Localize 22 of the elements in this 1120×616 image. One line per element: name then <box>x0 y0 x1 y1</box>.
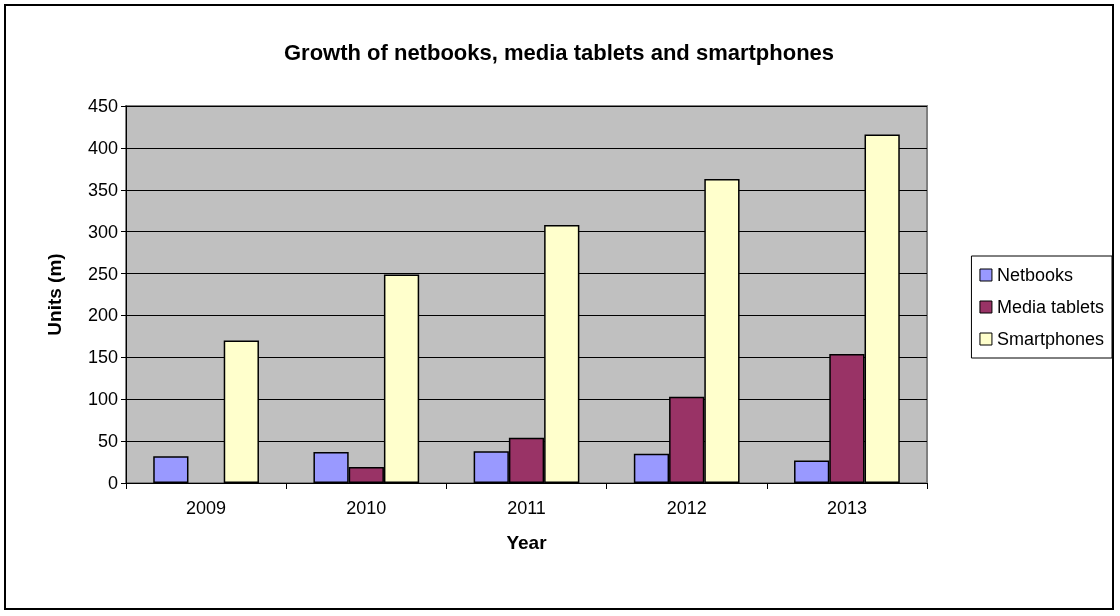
y-tick-label: 400 <box>87 137 118 158</box>
x-tick-label: 2009 <box>186 498 227 518</box>
y-tick-label: 300 <box>87 221 118 242</box>
x-tick-label: 2012 <box>666 498 707 518</box>
y-tick-label: 0 <box>107 473 118 493</box>
y-tick-label: 250 <box>87 263 118 284</box>
y-tick-label: 50 <box>97 431 118 452</box>
y-tick-label: 100 <box>87 389 118 410</box>
x-tick-label: 2011 <box>507 498 546 518</box>
legend-label: Smartphones <box>996 329 1104 349</box>
bar <box>153 456 189 483</box>
y-tick-label: 450 <box>87 96 118 116</box>
x-axis-title: Year <box>506 532 548 553</box>
y-tick-label: 350 <box>87 179 118 200</box>
y-tick-label: 200 <box>87 305 118 326</box>
legend-label: Netbooks <box>996 265 1073 285</box>
y-tick-label: 150 <box>87 347 118 368</box>
legend-label: Media tablets <box>996 297 1104 317</box>
y-axis-title: Units (m) <box>44 253 65 336</box>
x-tick-label: 2013 <box>826 498 867 518</box>
chart-title: Growth of netbooks, media tablets and smartphones <box>283 39 835 65</box>
x-tick-label: 2010 <box>346 498 387 518</box>
